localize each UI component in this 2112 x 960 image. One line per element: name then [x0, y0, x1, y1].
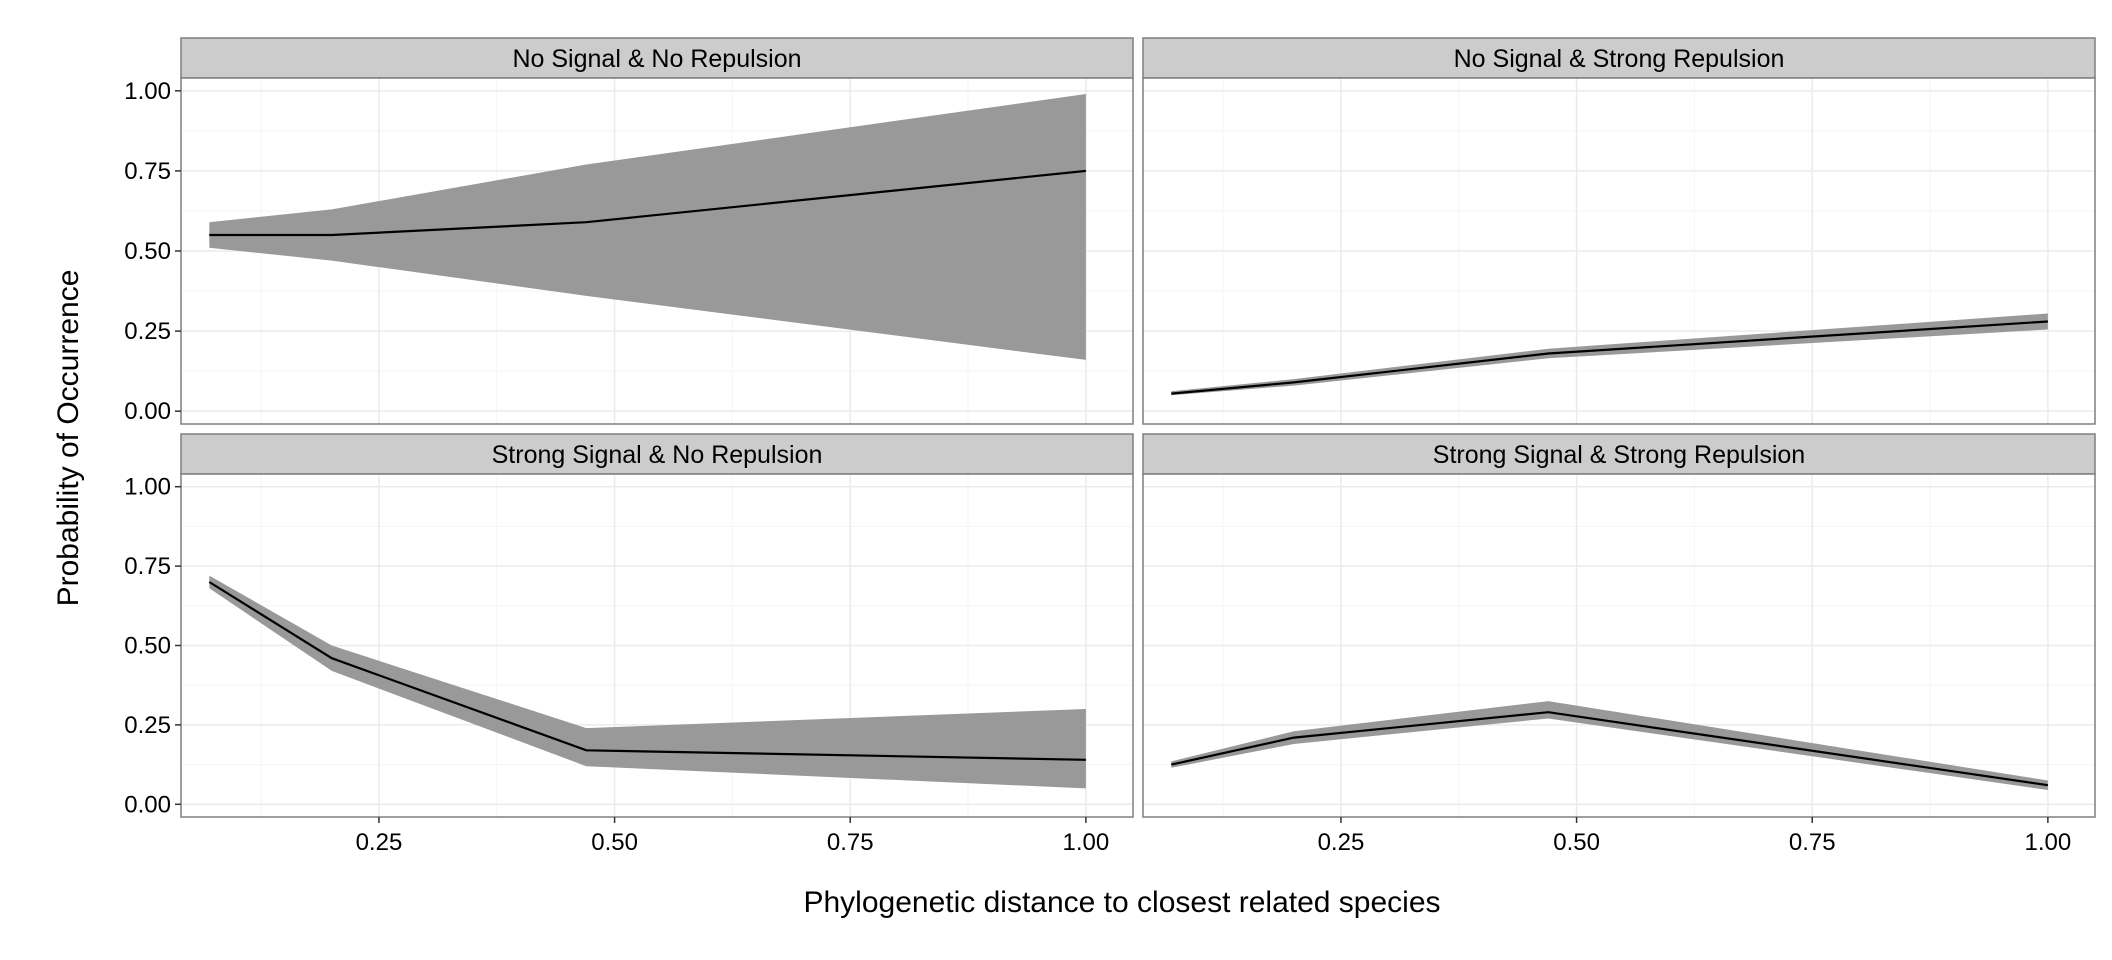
y-tick-label: 0.25	[124, 712, 171, 739]
strip-title: Strong Signal & Strong Repulsion	[1433, 441, 1805, 469]
y-tick-label: 0.25	[124, 318, 171, 345]
x-tick-label: 1.00	[2025, 829, 2072, 856]
strip-background	[180, 37, 1134, 79]
x-tick-label: 1.00	[1063, 829, 1110, 856]
x-tick-label: 0.75	[827, 829, 874, 856]
strip-background	[1142, 433, 2096, 475]
strip-title: No Signal & No Repulsion	[512, 45, 801, 73]
series-line	[209, 169, 1087, 237]
strip-title: No Signal & Strong Repulsion	[1454, 45, 1785, 73]
y-tick-label: 0.50	[124, 633, 171, 660]
confidence-ribbon	[1171, 313, 2048, 396]
panel: Strong Signal & Strong Repulsion	[1142, 433, 2096, 818]
y-tick-label: 0.75	[124, 553, 171, 580]
strip-background	[180, 433, 1134, 475]
panel: No Signal & Strong Repulsion	[1142, 37, 2096, 425]
x-tick-label: 0.25	[356, 829, 403, 856]
confidence-ribbon	[209, 575, 1086, 789]
strip-background	[1142, 37, 2096, 79]
series-line	[1171, 320, 2048, 395]
y-tick-label: 1.00	[124, 474, 171, 501]
confidence-ribbon	[209, 94, 1086, 360]
panel: No Signal & No Repulsion	[180, 37, 1134, 425]
y-tick-label: 0.00	[124, 398, 171, 425]
series-line	[1171, 711, 2049, 787]
series-line	[208, 581, 1086, 761]
panel: Strong Signal & No Repulsion	[180, 433, 1134, 818]
y-tick-label: 1.00	[124, 78, 171, 105]
x-tick-label: 0.50	[591, 829, 638, 856]
strip-title: Strong Signal & No Repulsion	[492, 441, 823, 469]
panel-border	[1142, 77, 2096, 425]
x-tick-label: 0.25	[1318, 829, 1365, 856]
y-tick-label: 0.75	[124, 158, 171, 185]
y-axis-label: Probability of Occurrence	[52, 270, 85, 607]
panel-border	[1142, 473, 2096, 818]
x-tick-label: 0.50	[1553, 829, 1600, 856]
x-tick-label: 0.75	[1789, 829, 1836, 856]
y-tick-label: 0.50	[124, 238, 171, 265]
confidence-ribbon	[1171, 701, 2048, 790]
x-axis-label: Phylogenetic distance to closest related…	[803, 886, 1440, 919]
y-tick-label: 0.00	[124, 791, 171, 818]
